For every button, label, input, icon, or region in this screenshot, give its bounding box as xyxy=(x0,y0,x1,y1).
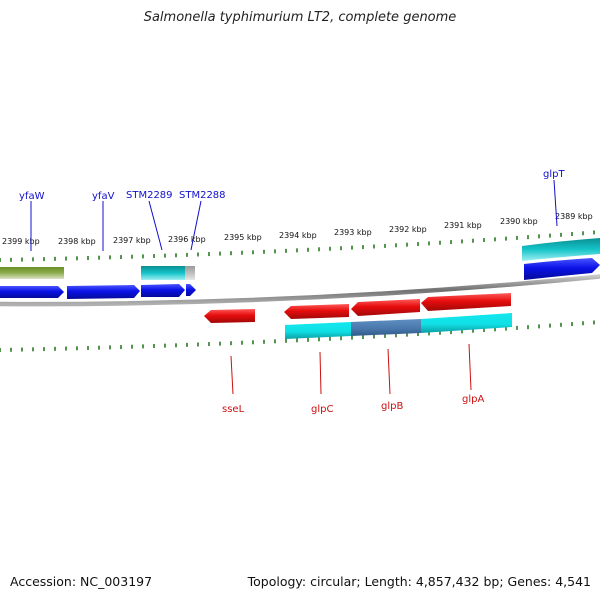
forward-cds-track xyxy=(0,258,600,299)
scale-label-2393kbp: 2393 kbp xyxy=(334,228,372,237)
scale-label-2396kbp: 2396 kbp xyxy=(168,235,206,244)
cds-yfaW[interactable] xyxy=(0,286,64,298)
feature-stm2288[interactable] xyxy=(185,266,195,280)
genome-stats-text: Topology: circular; Length: 4,857,432 bp… xyxy=(247,574,591,589)
cds-stm2288[interactable] xyxy=(186,284,196,296)
cds-glpB[interactable] xyxy=(351,299,420,316)
scale-label-2390kbp: 2390 kbp xyxy=(500,217,538,226)
cds-yfaV[interactable] xyxy=(67,285,140,299)
scale-label-2399kbp: 2399 kbp xyxy=(2,237,40,246)
scale-label-2398kbp: 2398 kbp xyxy=(58,237,96,246)
scale-label-2392kbp: 2392 kbp xyxy=(389,225,427,234)
reverse-feature-track xyxy=(285,313,512,339)
scale-label-2395kbp: 2395 kbp xyxy=(224,233,262,242)
cds-sseL[interactable] xyxy=(204,309,255,323)
feature-glpB[interactable] xyxy=(351,319,421,336)
callout-line-glpB xyxy=(387,348,391,395)
cds-glpT[interactable] xyxy=(524,258,600,280)
gene-label-stm2288[interactable]: STM2288 xyxy=(179,190,226,201)
accession-text: Accession: NC_003197 xyxy=(10,574,153,589)
feature-glpT[interactable] xyxy=(522,238,600,261)
reverse-gene-labels: sseL glpC glpB glpA xyxy=(222,394,484,415)
gene-label-glpT[interactable]: glpT xyxy=(543,169,565,180)
gene-label-glpC[interactable]: glpC xyxy=(311,404,333,415)
gene-label-glpA[interactable]: glpA xyxy=(462,394,484,405)
gene-label-sseL[interactable]: sseL xyxy=(222,404,245,415)
reverse-label-lines xyxy=(230,343,472,395)
genome-backbone xyxy=(0,274,600,307)
cds-glpC[interactable] xyxy=(284,304,349,319)
cds-glpA[interactable] xyxy=(421,293,511,311)
scale-label-2394kbp: 2394 kbp xyxy=(279,231,317,240)
feature-glpC[interactable] xyxy=(285,322,351,339)
scale-labels: 2399 kbp 2398 kbp 2397 kbp 2396 kbp 2395… xyxy=(2,212,593,246)
callout-line-glpT xyxy=(553,179,558,227)
cds-stm2289[interactable] xyxy=(141,284,185,297)
scale-label-2397kbp: 2397 kbp xyxy=(113,236,151,245)
scale-label-2389kbp: 2389 kbp xyxy=(555,212,593,221)
reverse-cds-track xyxy=(204,293,511,323)
map-title: Salmonella typhimurium LT2, complete gen… xyxy=(143,10,457,25)
gene-label-stm2289[interactable]: STM2289 xyxy=(126,190,173,201)
gene-label-glpB[interactable]: glpB xyxy=(381,401,403,412)
callout-line-stm2289 xyxy=(148,200,163,251)
forward-feature-track xyxy=(0,238,600,280)
feature-glpA[interactable] xyxy=(421,313,512,333)
gene-label-yfaV[interactable]: yfaV xyxy=(92,191,115,202)
feature-yfaW[interactable] xyxy=(0,267,64,279)
scale-label-2391kbp: 2391 kbp xyxy=(444,221,482,230)
callout-line-stm2288 xyxy=(190,200,202,251)
forward-gene-labels: yfaW yfaV STM2289 STM2288 glpT xyxy=(19,169,565,202)
forward-label-lines xyxy=(30,179,558,251)
feature-stm2289[interactable] xyxy=(141,266,185,280)
outer-tick-ring xyxy=(0,230,595,262)
callout-line-glpA xyxy=(468,343,472,391)
callout-line-sseL xyxy=(230,355,234,395)
callout-line-glpC xyxy=(319,351,322,395)
gene-label-yfaW[interactable]: yfaW xyxy=(19,191,45,202)
